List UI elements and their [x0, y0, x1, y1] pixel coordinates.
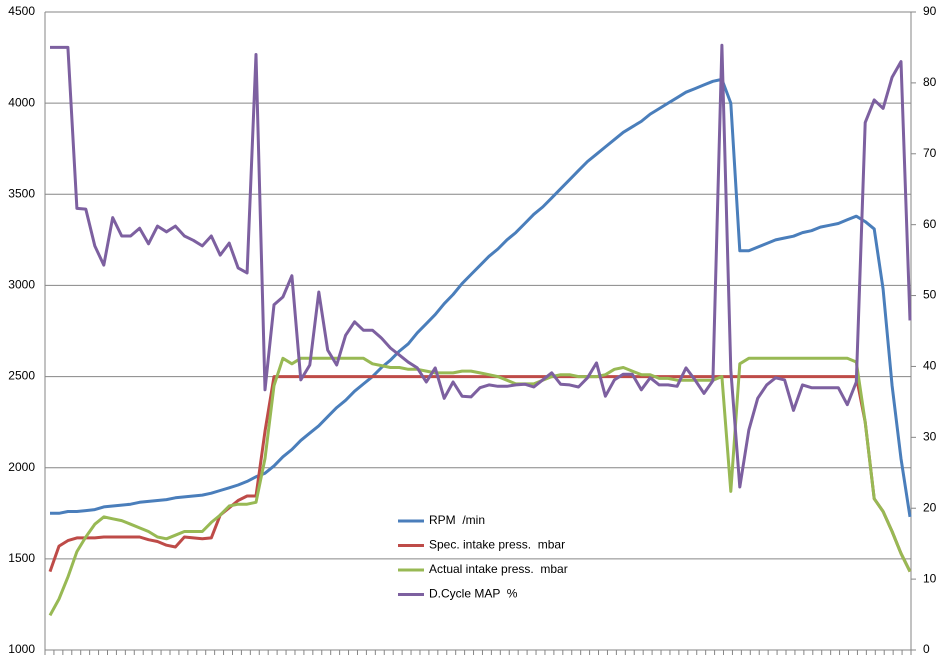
legend-label: RPM /min — [429, 513, 485, 527]
y2-tick-label: 0 — [923, 642, 930, 656]
line-series — [50, 43, 912, 489]
y-tick-label: 4500 — [8, 4, 35, 18]
y2-tick-label: 70 — [923, 146, 937, 160]
legend-label: D.Cycle MAP % — [429, 587, 518, 601]
y-tick-label: 1500 — [8, 551, 35, 565]
y-tick-label: 2500 — [8, 369, 35, 383]
y2-tick-label: 60 — [923, 217, 937, 231]
y-tick-label: 2000 — [8, 460, 35, 474]
y2-tick-label: 80 — [923, 75, 937, 89]
y2-tick-label: 30 — [923, 430, 937, 444]
y2-tick-label: 90 — [923, 4, 937, 18]
line-series — [50, 77, 912, 518]
y-tick-label: 3000 — [8, 278, 35, 292]
y-tick-label: 3500 — [8, 186, 35, 200]
y2-tick-label: 40 — [923, 359, 937, 373]
y2-tick-label: 50 — [923, 288, 937, 302]
y2-tick-label: 10 — [923, 571, 937, 585]
line-series — [48, 356, 912, 617]
legend-label: Actual intake press. mbar — [429, 562, 568, 576]
line-series — [48, 375, 912, 573]
legend-label: Spec. intake press. mbar — [429, 538, 565, 552]
y-tick-label: 4000 — [8, 95, 35, 109]
y2-tick-label: 20 — [923, 500, 937, 514]
y-tick-label: 1000 — [8, 642, 35, 656]
